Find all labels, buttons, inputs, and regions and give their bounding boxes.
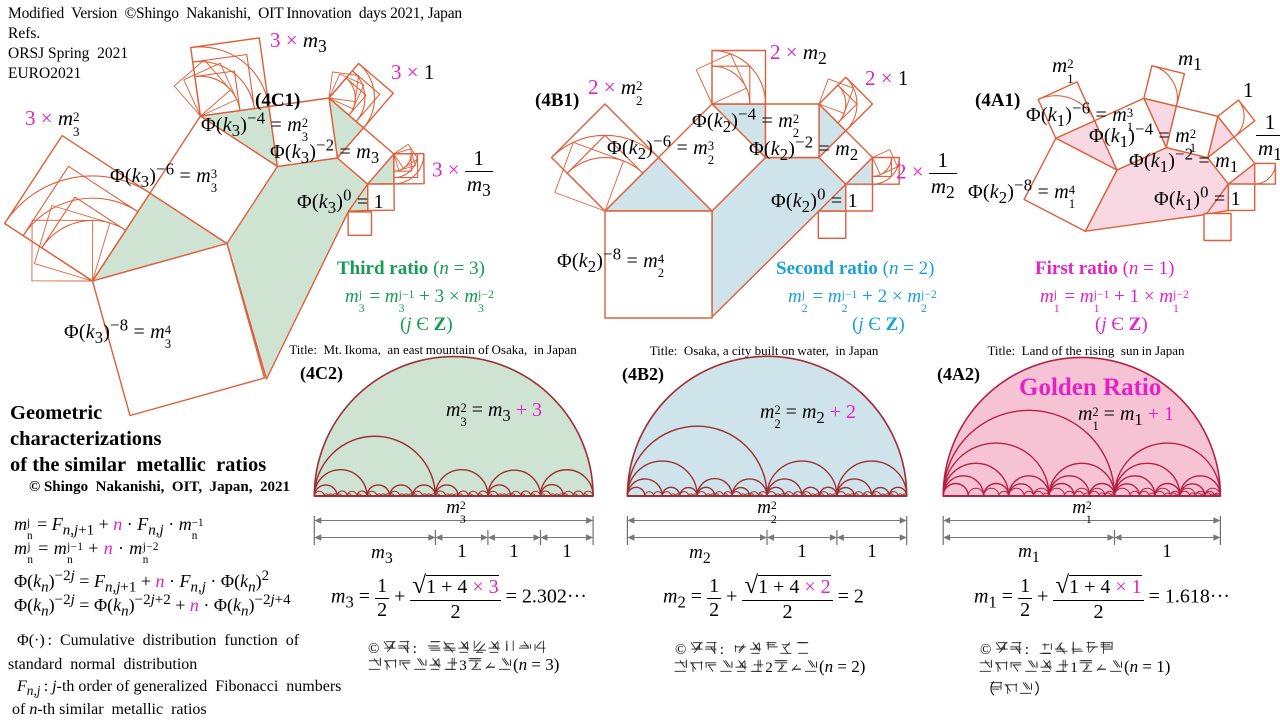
- svg-text:©: ©: [980, 642, 991, 658]
- svg-text::: :: [720, 642, 724, 658]
- svg-text:2: 2: [765, 660, 773, 676]
- svg-text:1: 1: [1070, 660, 1078, 676]
- svg-text:3: 3: [459, 658, 467, 674]
- svg-text:©: ©: [368, 641, 379, 657]
- svg-text::: :: [413, 641, 417, 657]
- svg-text:©: ©: [675, 642, 686, 658]
- svg-text:）: ）: [1034, 681, 1043, 698]
- svg-text:（: （: [980, 681, 995, 698]
- svg-text::: :: [1025, 642, 1029, 658]
